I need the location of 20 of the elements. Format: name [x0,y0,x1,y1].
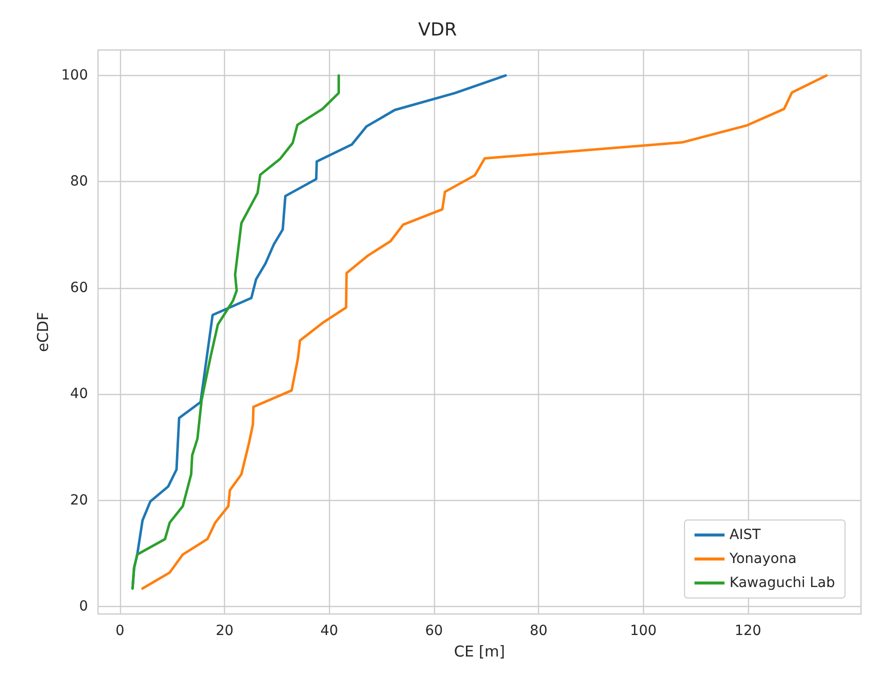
y-tick-label: 80 [70,174,88,190]
x-tick-label: 60 [425,623,443,639]
y-tick-label: 20 [70,492,88,508]
x-tick-label: 20 [216,623,234,639]
line-series [131,74,340,590]
legend-label: AIST [730,527,762,543]
y-tick-label: 40 [70,386,88,402]
legend-label: Yonayona [728,551,797,567]
y-axis-title: eCDF [34,312,52,352]
x-tick-label: 80 [530,623,548,639]
x-tick-label: 0 [116,623,124,639]
legend-label: Kawaguchi Lab [730,575,836,591]
y-tick-label: 0 [79,598,88,615]
x-tick-label: 40 [320,623,338,639]
x-axis-title: CE [m] [454,642,506,660]
y-tick-label: 100 [61,67,88,84]
x-tick-label: 100 [630,623,657,639]
chart-title: VDR [418,20,457,40]
y-tick-label: 60 [70,280,88,296]
x-tick-label: 120 [734,623,762,639]
